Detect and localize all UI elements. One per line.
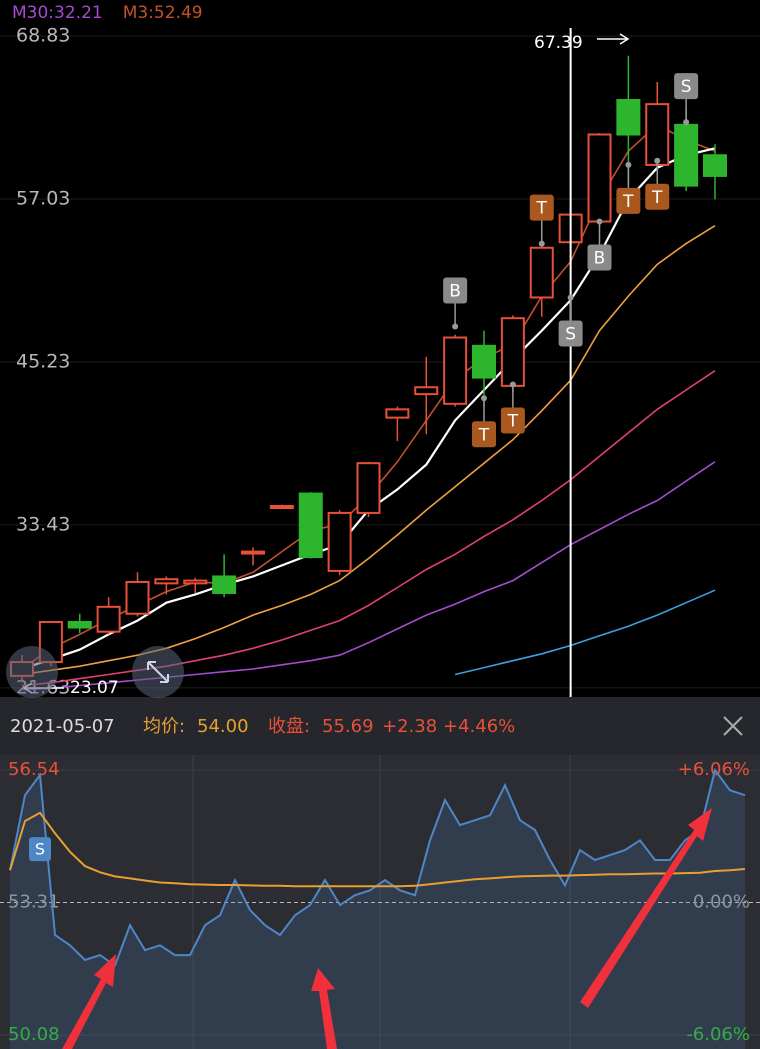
marker-label: S [681, 77, 692, 97]
marker-label: B [449, 281, 461, 301]
candle-body [67, 621, 92, 629]
marker-label: T [622, 192, 634, 212]
candle-body [385, 408, 410, 419]
low-label: 23.07 [70, 678, 119, 698]
candle-body [183, 579, 208, 585]
red-arrows [62, 808, 712, 1049]
marker-label: T [507, 411, 519, 431]
info-bar [0, 697, 760, 755]
marker-label: S [565, 324, 576, 344]
legend-entry: M3:52.49 [123, 3, 203, 23]
marker-dot [452, 323, 459, 330]
marker-box [500, 407, 525, 434]
candle-body [472, 344, 496, 379]
marker-box [29, 837, 51, 862]
marker-box [472, 421, 496, 448]
marker-label: T [536, 199, 548, 219]
avg-label: 均价: [143, 716, 185, 737]
candle-body [500, 317, 525, 387]
kline-chart: 68.8357.0345.2333.4321.63BTTTSBTTS67.392… [0, 3, 760, 698]
close-label: 收盘: [268, 716, 310, 737]
marker-box [443, 277, 468, 304]
avg-value: 54.00 [197, 716, 249, 737]
candle-body [674, 123, 699, 187]
candle-body [645, 103, 670, 166]
info-row: 2021-05-07 均价: 54.00 收盘: 55.69 +2.38 +4.… [10, 716, 743, 737]
candle-body [212, 575, 237, 595]
candle-body [327, 511, 352, 572]
candle-body [703, 154, 727, 177]
marker-box [587, 244, 612, 271]
close-button[interactable] [723, 716, 743, 736]
y-tick-label: 45.23 [16, 350, 70, 372]
marker-label: B [594, 249, 606, 269]
marker-label: T [478, 425, 490, 445]
change: +2.38 [382, 716, 437, 737]
candle-body [298, 492, 323, 559]
marker-dot [625, 161, 632, 168]
candle-body [587, 133, 612, 223]
price-area [10, 770, 745, 1049]
intraday-chart: +6.06% 0.00% -6.06% 56.54 53.31 50.08 S [0, 759, 760, 1049]
marker-box [616, 187, 641, 214]
expand-icon [147, 661, 169, 683]
marker-box [645, 183, 670, 210]
y-tick-label: 57.03 [16, 188, 70, 210]
marker-dot [596, 218, 603, 225]
y-tick-label: 56.54 [8, 759, 60, 780]
marker-dot [567, 294, 574, 301]
y2-tick-label: 0.00% [693, 892, 750, 913]
candle-body [241, 550, 265, 555]
candle-body [96, 605, 121, 633]
marker-dot [538, 240, 545, 247]
y-tick-label: 53.31 [8, 892, 60, 913]
marker-label: S [35, 840, 45, 859]
y-tick-label: 68.83 [16, 25, 70, 47]
marker-dot [481, 395, 487, 402]
ma-line [454, 589, 716, 676]
candle-body [616, 98, 641, 136]
legend: M30:32.21 M3:52.49 [12, 3, 203, 23]
intraday-vgrid [192, 755, 571, 1049]
candle-body [125, 580, 150, 615]
ma-line [21, 225, 716, 676]
y-tick-label: 33.43 [16, 513, 70, 535]
y-tick-label: 50.08 [8, 1024, 60, 1045]
date: 2021-05-07 [10, 716, 115, 737]
y2-tick-label: +6.06% [678, 759, 750, 780]
marker-dot [509, 381, 516, 388]
candle-body [154, 578, 179, 585]
candle-body [529, 246, 554, 299]
high-arrow [597, 33, 630, 45]
nav-buttons[interactable] [6, 646, 184, 698]
marker-dot [683, 119, 690, 126]
close-value: 55.69 [322, 716, 374, 737]
price-line [9, 811, 746, 888]
y2-tick-label: -6.06% [686, 1024, 750, 1045]
candle-body [443, 336, 468, 405]
candle-body [356, 462, 381, 514]
marker-box [674, 73, 699, 100]
button-left[interactable] [6, 646, 58, 698]
marker-label: T [651, 188, 663, 208]
change-pct: +4.46% [443, 716, 515, 737]
marker-box [558, 320, 583, 347]
high-label: 67.39 [534, 33, 583, 53]
marker-box [529, 194, 554, 221]
candle-body [414, 386, 439, 396]
marker-dot [654, 157, 661, 164]
legend-entry: M30:32.21 [12, 3, 103, 23]
candle-body [269, 505, 294, 510]
